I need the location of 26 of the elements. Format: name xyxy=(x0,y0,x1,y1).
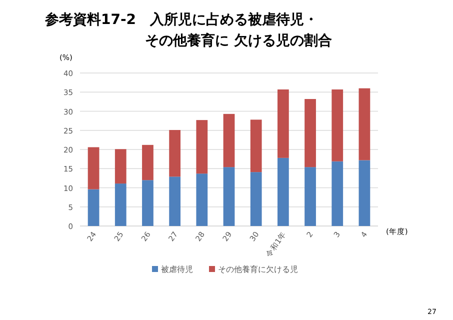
chart-subtitle: その他養育に 欠ける児の割合 xyxy=(145,32,332,49)
bar xyxy=(196,120,208,174)
bar xyxy=(223,114,235,168)
bar xyxy=(358,88,370,160)
bar xyxy=(223,167,235,226)
bar xyxy=(114,149,126,184)
bar xyxy=(114,184,126,226)
bar xyxy=(88,147,100,190)
bar xyxy=(88,189,100,226)
bar xyxy=(304,167,316,226)
bar xyxy=(169,130,181,177)
bar xyxy=(142,180,154,226)
bar xyxy=(358,160,370,226)
bar xyxy=(277,89,289,158)
bar xyxy=(196,174,208,226)
bar xyxy=(332,161,344,226)
chart-title: 参考資料17-2 入所児に占める被虐待児・ xyxy=(44,11,318,28)
bar xyxy=(250,120,262,172)
legend-label: 被虐待児 xyxy=(161,265,193,274)
legend-label: その他養育に欠ける児 xyxy=(218,265,298,274)
bar xyxy=(304,99,316,168)
bar xyxy=(142,144,154,180)
bar xyxy=(169,176,181,226)
bar xyxy=(250,172,262,226)
bar xyxy=(277,158,289,226)
bar xyxy=(332,89,344,162)
